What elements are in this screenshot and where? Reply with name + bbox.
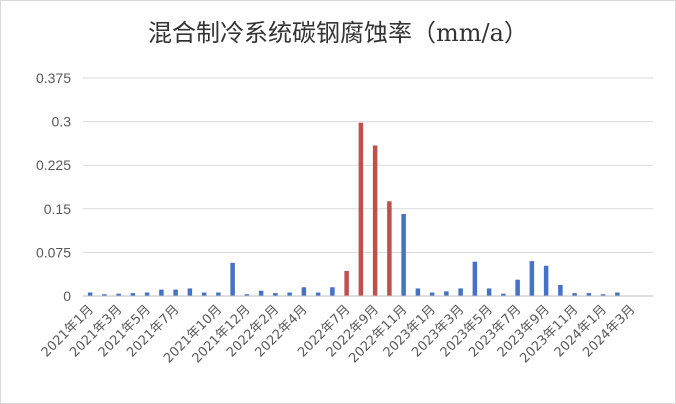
bar (244, 294, 250, 296)
bar (486, 288, 492, 296)
bar (201, 292, 207, 296)
bar (144, 292, 150, 296)
bar (415, 288, 421, 296)
bar (273, 293, 278, 296)
bar (586, 293, 592, 296)
bar (501, 293, 506, 296)
bar (330, 287, 335, 296)
bar (87, 292, 93, 296)
bar (615, 292, 620, 296)
bar (187, 288, 193, 296)
bar (458, 288, 463, 296)
chart-title: 混合制冷系统碳钢腐蚀率（mm/a） (148, 19, 528, 47)
bar (116, 293, 121, 296)
bar (358, 122, 364, 296)
y-tick-label: 0.075 (36, 244, 71, 260)
bar (600, 294, 606, 296)
bar (429, 292, 435, 296)
y-tick-label: 0.3 (52, 114, 72, 130)
y-tick-label: 0 (63, 288, 71, 304)
y-axis-ticks: 0 0.075 0.15 0.225 0.3 0.375 (36, 70, 71, 304)
bar (173, 289, 178, 296)
x-axis-ticks: 2021年1月2021年3月2021年5月2021年7月2021年10月2021… (39, 302, 639, 366)
bar (258, 290, 264, 296)
bar (472, 261, 478, 296)
y-tick-label: 0.375 (36, 70, 71, 86)
bars (87, 122, 620, 296)
bar (230, 262, 235, 296)
bar (515, 279, 520, 296)
bar (315, 292, 321, 296)
bar (372, 145, 378, 296)
y-tick-label: 0.15 (44, 201, 71, 217)
grid-lines (83, 77, 653, 253)
bar (444, 291, 449, 296)
bar (102, 294, 107, 296)
bar (401, 214, 406, 296)
bar (558, 284, 563, 296)
bar (301, 287, 307, 296)
bar (572, 293, 577, 296)
y-tick-label: 0.225 (36, 157, 71, 173)
bar (287, 292, 292, 296)
bar (159, 289, 164, 296)
bar (387, 201, 392, 296)
bar (216, 292, 221, 296)
bar (543, 265, 549, 296)
bar (529, 261, 535, 296)
bar (344, 271, 349, 296)
bar (130, 293, 136, 296)
